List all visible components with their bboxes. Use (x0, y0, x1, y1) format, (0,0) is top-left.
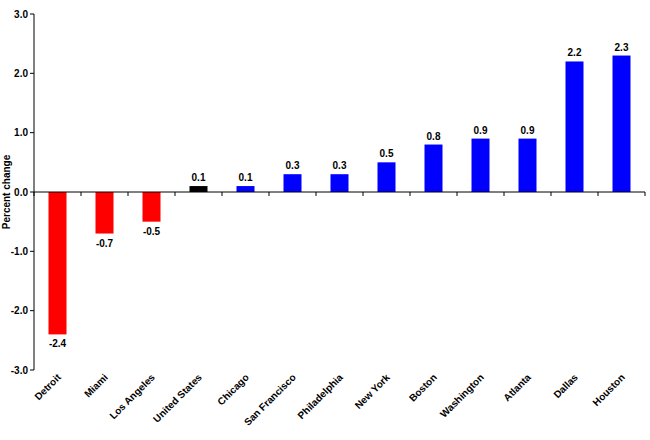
data-label: 0.9 (521, 125, 535, 136)
y-tick-label: -1.0 (11, 246, 29, 257)
y-axis-label: Percent change (1, 154, 12, 229)
y-axis (34, 14, 35, 370)
x-axis (34, 192, 645, 193)
bar (331, 174, 349, 192)
y-tick-label: -3.0 (11, 365, 29, 376)
data-label: 0.3 (333, 160, 347, 171)
x-tick-label: Miami (82, 371, 110, 399)
x-tick-label: Atlanta (501, 371, 533, 403)
x-tick-label: Detroit (32, 371, 63, 402)
y-tick-label: -2.0 (11, 305, 29, 316)
y-tick (30, 73, 34, 74)
x-tick (316, 192, 317, 196)
data-label: 0.1 (192, 172, 206, 183)
y-tick (30, 251, 34, 252)
y-tick (30, 132, 34, 133)
x-tick (645, 192, 646, 196)
bar (566, 61, 584, 192)
x-tick (269, 192, 270, 196)
data-label: 0.8 (427, 131, 441, 142)
y-tick-label: 2.0 (14, 68, 28, 79)
x-tick-label: Los Angeles (107, 371, 157, 421)
y-tick-label: 1.0 (14, 127, 28, 138)
data-label: -0.7 (96, 238, 114, 249)
x-tick (598, 192, 599, 196)
data-label: 0.9 (474, 125, 488, 136)
y-tick (30, 370, 34, 371)
bar (519, 139, 537, 192)
x-tick (504, 192, 505, 196)
chart: -3.0 -2.0 -1.0 0.0 1.0 2.0 3.0 Detroit MiamiLos … (0, 0, 650, 440)
bar (96, 192, 114, 234)
x-tick (457, 192, 458, 196)
bar (190, 186, 208, 192)
x-tick-label: Chicago (215, 372, 251, 408)
x-tick-label: United States (151, 371, 204, 424)
x-tick-label: San Francisco (242, 372, 298, 428)
data-label: 2.2 (568, 47, 582, 58)
data-label: -2.4 (49, 338, 67, 349)
data-label: 2.3 (615, 42, 629, 53)
x-tick (363, 192, 364, 196)
x-tick (222, 192, 223, 196)
data-label: 0.1 (239, 172, 253, 183)
bar (378, 162, 396, 192)
bar (143, 192, 161, 222)
bar (425, 145, 443, 192)
x-tick (34, 192, 35, 196)
data-label: -0.5 (143, 226, 161, 237)
x-tick (175, 192, 176, 196)
y-tick-label: 3.0 (14, 9, 28, 20)
bar (49, 192, 67, 334)
x-tick-label: Washington (438, 372, 486, 420)
x-tick-label: Philadelphia (295, 371, 345, 421)
data-label: 0.5 (380, 148, 394, 159)
data-label: 0.3 (286, 160, 300, 171)
y-tick (30, 14, 34, 15)
x-tick-label: New York (353, 371, 393, 411)
bar (613, 56, 631, 192)
x-tick-label: Houston (590, 372, 626, 408)
x-tick (81, 192, 82, 196)
bar (472, 139, 490, 192)
y-tick (30, 310, 34, 311)
y-tick (30, 192, 34, 193)
bar (237, 186, 255, 192)
x-tick (128, 192, 129, 196)
bar (284, 174, 302, 192)
x-tick (410, 192, 411, 196)
y-tick-label: 0.0 (14, 187, 28, 198)
x-tick-label: Boston (407, 372, 439, 404)
x-tick-label: Dallas (551, 371, 580, 400)
x-tick (551, 192, 552, 196)
